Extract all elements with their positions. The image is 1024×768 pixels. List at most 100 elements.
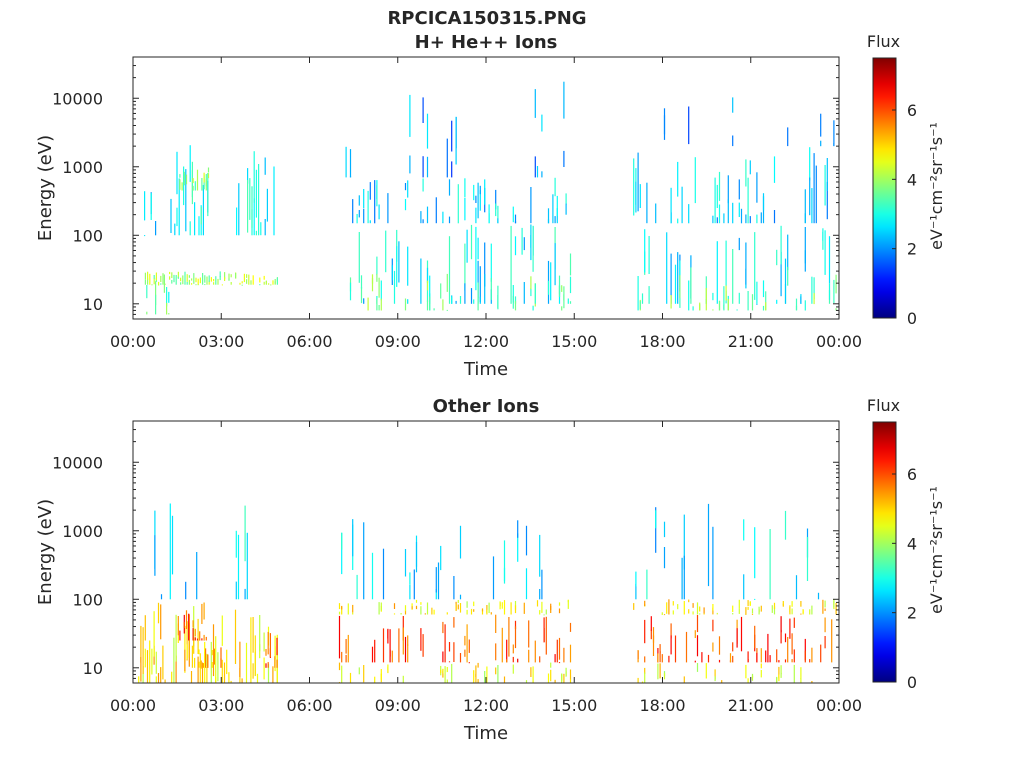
flux-streak [162, 645, 164, 680]
flux-streak [442, 670, 444, 678]
flux-streak [688, 204, 690, 224]
data-band [635, 503, 820, 600]
flux-streak [809, 609, 811, 615]
flux-streak [725, 240, 727, 286]
flux-streak [205, 648, 207, 668]
flux-streak [352, 612, 354, 615]
flux-streak [811, 681, 813, 683]
flux-streak [358, 210, 360, 218]
flux-streak [655, 507, 657, 553]
flux-streak [826, 181, 828, 220]
flux-streak [688, 609, 690, 614]
flux-streak [206, 653, 208, 667]
flux-streak [771, 605, 773, 613]
flux-streak [477, 297, 479, 311]
flux-streak [760, 648, 762, 663]
flux-streak [228, 278, 230, 281]
flux-streak [235, 581, 237, 600]
flux-streak [246, 532, 248, 600]
flux-streak [171, 671, 173, 683]
flux-streak [191, 278, 193, 281]
flux-streak [194, 628, 196, 637]
flux-streak [363, 522, 365, 600]
colorbar-gradient [872, 421, 897, 683]
flux-streak [694, 157, 696, 204]
flux-streak [349, 672, 352, 683]
flux-streak [380, 280, 382, 301]
flux-streak [259, 615, 261, 652]
flux-streak [268, 283, 270, 285]
flux-streak [534, 640, 536, 663]
flux-streak [534, 89, 536, 118]
flux-streak [690, 267, 692, 304]
flux-streak [475, 673, 477, 683]
flux-streak [745, 607, 747, 615]
flux-streak [201, 638, 203, 641]
flux-streak [503, 567, 506, 582]
flux-streak [743, 519, 745, 541]
flux-streak [347, 603, 349, 615]
flux-streak [215, 636, 217, 683]
flux-streak [809, 177, 811, 216]
flux-streak [824, 608, 826, 611]
flux-streak [503, 600, 506, 615]
flux-streak [260, 222, 262, 236]
flux-streak [138, 676, 140, 683]
flux-streak [683, 555, 685, 600]
flux-streak [468, 662, 470, 664]
flux-streak [479, 266, 481, 302]
flux-streak [815, 165, 817, 224]
flux-streak [503, 540, 506, 584]
flux-streak [716, 184, 718, 208]
flux-streak [657, 663, 659, 680]
spectrogram-data [133, 57, 839, 319]
flux-streak [765, 302, 767, 311]
flux-streak [241, 678, 243, 683]
data-band [179, 602, 207, 641]
flux-streak [769, 529, 771, 600]
flux-streak [158, 281, 160, 285]
data-band [174, 145, 209, 236]
data-band [338, 599, 569, 616]
flux-streak [186, 644, 188, 660]
flux-streak [813, 277, 815, 300]
flux-streak [272, 280, 274, 285]
flux-streak [435, 567, 437, 593]
flux-streak [352, 199, 354, 224]
flux-streak [407, 644, 409, 663]
flux-streak [158, 284, 160, 286]
flux-streak [492, 556, 495, 600]
y-tick-label: 10000 [52, 89, 103, 108]
flux-streak [747, 600, 749, 607]
flux-streak [776, 649, 778, 663]
flux-streak [169, 276, 171, 280]
flux-streak [183, 622, 185, 628]
flux-streak [404, 610, 407, 615]
flux-streak [714, 669, 716, 680]
flux-streak [210, 641, 212, 683]
flux-streak [169, 271, 171, 275]
flux-streak [514, 296, 517, 304]
flux-streak [780, 616, 782, 633]
flux-streak [193, 273, 195, 284]
flux-streak [378, 602, 380, 615]
flux-streak [479, 296, 481, 304]
flux-streak [204, 275, 206, 283]
flux-streak [166, 303, 168, 315]
flux-streak [484, 671, 486, 683]
flux-streak [484, 242, 486, 287]
flux-streak [780, 665, 782, 675]
flux-streak [703, 613, 705, 615]
flux-streak [426, 206, 429, 224]
x-tick-label: 03:00 [198, 696, 244, 715]
colorbar-tick-label: 0 [907, 673, 917, 692]
flux-streak [670, 635, 672, 655]
flux-streak [457, 604, 459, 610]
flux-streak [426, 113, 429, 149]
flux-streak [453, 642, 455, 662]
flux-streak [442, 211, 444, 223]
flux-streak [760, 663, 762, 669]
flux-streak [650, 616, 652, 631]
flux-streak [714, 676, 716, 682]
flux-streak [550, 669, 552, 682]
